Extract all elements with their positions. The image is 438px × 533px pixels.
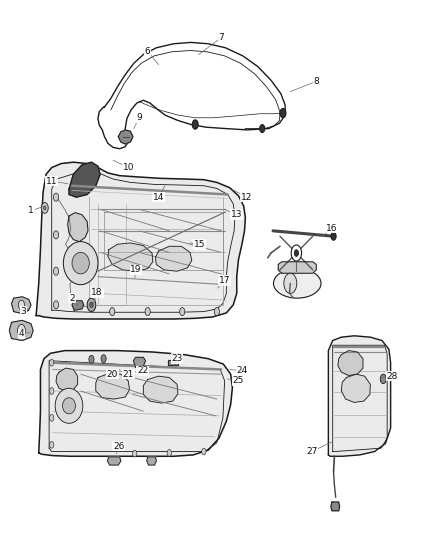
Circle shape — [380, 374, 386, 384]
Circle shape — [280, 108, 286, 118]
Text: 1: 1 — [28, 206, 34, 215]
Text: 26: 26 — [113, 442, 124, 451]
Circle shape — [133, 450, 137, 457]
Polygon shape — [96, 374, 130, 399]
Circle shape — [49, 359, 54, 366]
Polygon shape — [107, 457, 121, 465]
Circle shape — [294, 249, 299, 256]
Circle shape — [214, 308, 219, 316]
Circle shape — [49, 415, 54, 421]
Circle shape — [180, 308, 185, 316]
Text: 21: 21 — [123, 370, 134, 378]
Text: 4: 4 — [19, 329, 24, 338]
Text: 23: 23 — [171, 354, 183, 363]
Text: 27: 27 — [306, 447, 318, 456]
Polygon shape — [168, 360, 178, 366]
Circle shape — [202, 448, 206, 455]
Circle shape — [53, 301, 59, 309]
Polygon shape — [134, 357, 145, 367]
Ellipse shape — [273, 269, 321, 298]
Text: 20: 20 — [106, 370, 118, 378]
Text: 3: 3 — [20, 307, 26, 316]
Circle shape — [89, 356, 94, 364]
Ellipse shape — [63, 398, 75, 414]
Text: 17: 17 — [219, 276, 230, 285]
Circle shape — [49, 387, 54, 394]
Circle shape — [110, 308, 115, 316]
Text: 2: 2 — [69, 294, 75, 303]
Ellipse shape — [284, 273, 297, 294]
Text: 18: 18 — [92, 288, 103, 297]
Polygon shape — [72, 301, 84, 310]
Polygon shape — [278, 262, 316, 273]
Circle shape — [260, 125, 265, 133]
Text: 7: 7 — [218, 33, 224, 42]
Text: 14: 14 — [153, 193, 164, 201]
Polygon shape — [39, 351, 233, 456]
Circle shape — [331, 232, 336, 240]
Text: 11: 11 — [46, 176, 57, 185]
Polygon shape — [331, 502, 339, 511]
Circle shape — [145, 308, 150, 316]
Circle shape — [18, 325, 25, 336]
Text: 15: 15 — [194, 240, 205, 249]
Polygon shape — [143, 376, 178, 403]
Text: 16: 16 — [325, 224, 337, 232]
Circle shape — [101, 354, 106, 363]
Circle shape — [90, 302, 93, 308]
Text: 13: 13 — [230, 210, 242, 219]
Polygon shape — [11, 297, 31, 313]
Polygon shape — [108, 243, 153, 271]
Polygon shape — [56, 368, 78, 391]
Text: 28: 28 — [386, 372, 398, 381]
Text: 8: 8 — [314, 77, 319, 86]
Circle shape — [49, 441, 54, 448]
Text: 6: 6 — [145, 47, 151, 55]
Circle shape — [53, 231, 59, 239]
Circle shape — [53, 267, 59, 275]
Circle shape — [43, 206, 46, 210]
Polygon shape — [68, 213, 88, 241]
Circle shape — [87, 298, 96, 312]
Circle shape — [53, 193, 59, 201]
Polygon shape — [118, 130, 133, 144]
Ellipse shape — [64, 241, 98, 285]
Polygon shape — [147, 457, 156, 465]
Text: 9: 9 — [136, 114, 142, 122]
Polygon shape — [341, 374, 370, 402]
Ellipse shape — [72, 252, 89, 274]
Text: 22: 22 — [137, 366, 148, 375]
Circle shape — [41, 203, 48, 213]
Text: 24: 24 — [236, 366, 247, 375]
Text: 25: 25 — [233, 376, 244, 385]
Text: 10: 10 — [123, 163, 134, 172]
Text: 19: 19 — [130, 265, 142, 274]
Polygon shape — [155, 246, 192, 271]
Circle shape — [291, 245, 302, 261]
Polygon shape — [338, 351, 363, 376]
Ellipse shape — [55, 389, 83, 423]
Circle shape — [192, 120, 198, 129]
Polygon shape — [328, 336, 391, 456]
Text: 12: 12 — [240, 193, 252, 201]
Polygon shape — [36, 162, 245, 319]
Circle shape — [18, 300, 25, 310]
Polygon shape — [9, 320, 33, 341]
Polygon shape — [69, 162, 100, 197]
Circle shape — [167, 449, 171, 456]
